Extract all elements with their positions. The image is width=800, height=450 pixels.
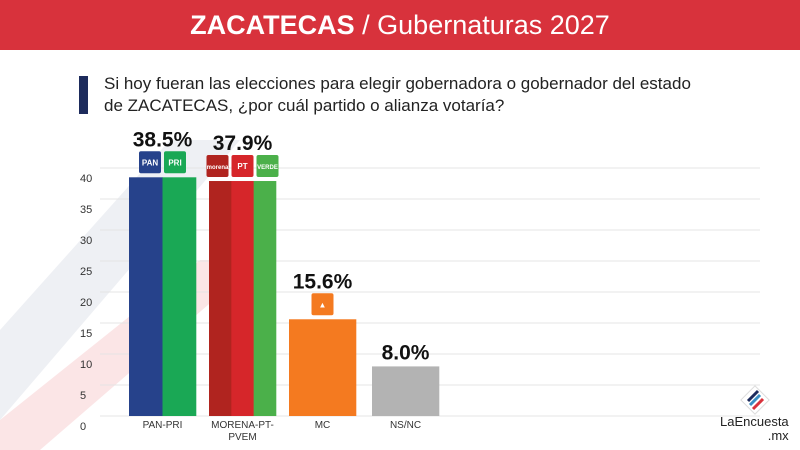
- party-logo-morena: [206, 155, 229, 178]
- logo-text: LaEncuesta: [720, 414, 789, 429]
- bar-segment: [162, 177, 197, 416]
- bar-segment: [253, 181, 277, 416]
- y-tick-label: 35: [80, 204, 92, 216]
- logo-domain: .mx: [767, 428, 789, 443]
- data-label: 38.5%: [133, 128, 193, 151]
- y-tick-label: 5: [80, 390, 86, 402]
- party-logo-label: PRI: [168, 158, 181, 167]
- y-tick-label: 30: [80, 235, 92, 247]
- party-logo-pri: [164, 151, 186, 174]
- party-logo-mc: [311, 293, 334, 316]
- y-tick-label: 20: [80, 297, 92, 309]
- party-logo-label: VERDE: [257, 165, 278, 171]
- party-logo-verde: [256, 155, 279, 178]
- bar-segment: [231, 181, 254, 416]
- laencuesta-logo: LaEncuesta .mx: [720, 385, 789, 443]
- data-label: 37.9%: [213, 132, 273, 155]
- party-logo-pt: [231, 155, 254, 178]
- question-marker: [79, 76, 88, 114]
- bar-segment: [209, 181, 232, 416]
- data-label: 15.6%: [293, 270, 353, 293]
- y-tick-label: 0: [80, 421, 86, 433]
- bar-segment: [289, 319, 357, 416]
- party-logo-label: PT: [237, 162, 247, 171]
- y-tick-label: 15: [80, 328, 92, 340]
- x-tick-label: NS/NC: [390, 420, 421, 431]
- y-tick-label: 40: [80, 173, 92, 185]
- y-tick-label: 10: [80, 359, 92, 371]
- party-logo-label: morena: [207, 165, 229, 171]
- logo-icon: [740, 385, 770, 415]
- y-tick-label: 25: [80, 266, 92, 278]
- x-tick-label: PAN-PRI: [143, 420, 183, 431]
- bar-segment: [129, 177, 163, 416]
- x-tick-label: MORENA-PT-: [211, 420, 274, 431]
- bar-segment: [372, 366, 440, 416]
- data-label: 8.0%: [382, 341, 430, 364]
- party-logo-pan: [139, 151, 161, 174]
- x-tick-label: PVEM: [228, 432, 256, 443]
- question-text: Si hoy fueran las elecciones para elegir…: [104, 74, 691, 115]
- header-title: ZACATECAS / Gubernaturas 2027: [0, 0, 800, 50]
- x-tick-label: MC: [315, 420, 331, 431]
- party-logo-label: PAN: [142, 158, 159, 167]
- party-logo-label: ▲: [319, 300, 327, 309]
